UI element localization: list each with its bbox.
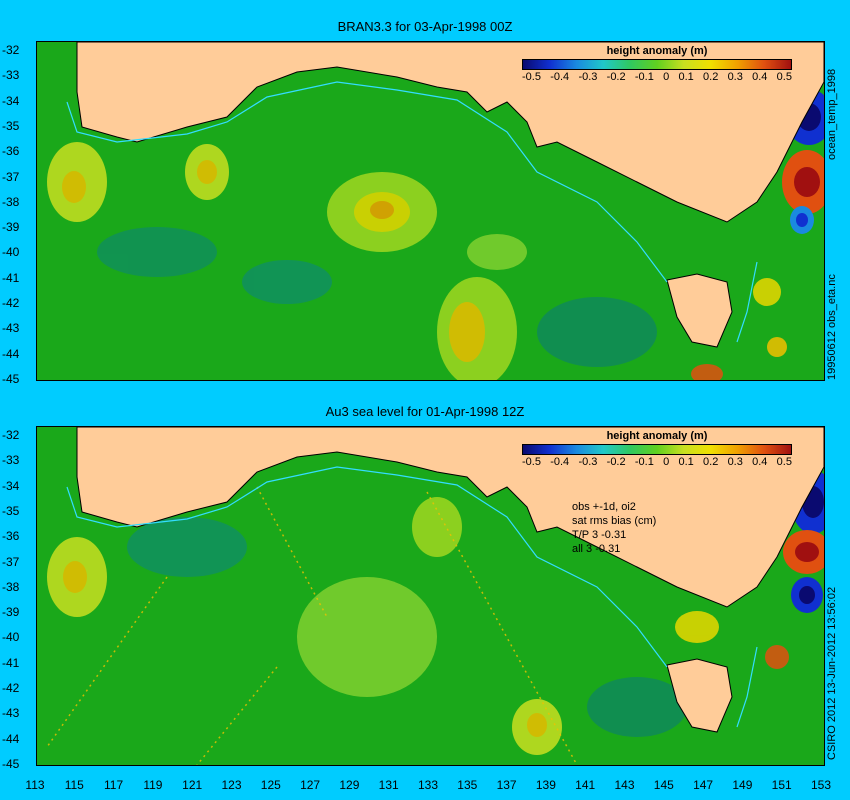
x-tick-label: 121 bbox=[182, 778, 203, 792]
y-tick-label: -34 bbox=[2, 478, 20, 493]
colorbar-label: -0.1 bbox=[634, 456, 654, 468]
x-tick-label: 135 bbox=[457, 778, 478, 792]
x-tick-label: 153 bbox=[810, 778, 832, 792]
colorbar-labels: -0.5 -0.4 -0.3 -0.2 -0.1 0 0.1 0.2 0.3 0… bbox=[522, 71, 792, 83]
y-tick-label: -43 bbox=[2, 321, 20, 336]
x-tick-label: 113 bbox=[25, 778, 45, 792]
colorbar-label: -0.5 bbox=[522, 71, 541, 83]
colorbar-labels: -0.5 -0.4 -0.3 -0.2 -0.1 0 0.1 0.2 0.3 0… bbox=[522, 456, 792, 468]
y-tick-label: -36 bbox=[2, 529, 20, 544]
x-tick-label: 117 bbox=[104, 778, 124, 792]
colorbar-label: -0.4 bbox=[550, 456, 570, 468]
x-tick-label: 145 bbox=[653, 778, 674, 792]
colorbar-label: -0.5 bbox=[522, 456, 541, 468]
x-tick-label: 131 bbox=[378, 778, 399, 792]
colorbar-label: 0.2 bbox=[703, 456, 719, 468]
y-tick-label: -42 bbox=[2, 296, 20, 310]
y-tick-label: -32 bbox=[2, 43, 20, 57]
colorbar-label: 0.2 bbox=[703, 71, 719, 83]
colorbar-label: 0.1 bbox=[678, 71, 694, 83]
y-tick-label: -37 bbox=[2, 554, 20, 569]
x-tick-label: 139 bbox=[535, 778, 556, 792]
colorbar-panel-2: height anomaly (m) -0.5 -0.4 -0.3 -0.2 -… bbox=[522, 430, 792, 468]
colorbar-label: -0.4 bbox=[550, 71, 570, 83]
y-tick-label: -40 bbox=[2, 630, 20, 645]
map-panel-au3 bbox=[36, 426, 825, 766]
x-tick-label: 129 bbox=[339, 778, 360, 792]
colorbar-label: 0.3 bbox=[727, 71, 743, 83]
y-tick-label: -36 bbox=[2, 144, 20, 159]
sea-level-map-bran bbox=[37, 42, 824, 380]
x-tick-label: 133 bbox=[417, 778, 439, 792]
colorbar-label: -0.3 bbox=[578, 71, 598, 83]
y-tick-label: -43 bbox=[2, 706, 20, 721]
y-tick-label: -34 bbox=[2, 93, 20, 108]
y-tick-label: -44 bbox=[2, 346, 20, 361]
x-tick-label: 119 bbox=[143, 778, 163, 792]
y-tick-label: -37 bbox=[2, 169, 20, 184]
y-tick-label: -35 bbox=[2, 503, 20, 518]
x-tick-label: 115 bbox=[64, 778, 84, 792]
y-tick-label: -32 bbox=[2, 428, 20, 442]
y-tick-label: -45 bbox=[2, 371, 20, 386]
colorbar-label: -0.1 bbox=[634, 71, 654, 83]
y-tick-label: -42 bbox=[2, 681, 20, 695]
colorbar-label: 0.4 bbox=[752, 71, 768, 83]
side-label-obs-file: 19950612 obs_eta.nc bbox=[826, 274, 838, 380]
colorbar-label: 0 bbox=[663, 456, 670, 468]
x-tick-label: 125 bbox=[260, 778, 281, 792]
x-tick-label: 137 bbox=[496, 778, 517, 792]
colorbar-gradient bbox=[522, 444, 792, 455]
y-tick-label: -38 bbox=[2, 579, 20, 594]
y-tick-label: -45 bbox=[2, 756, 20, 771]
sea-level-map-au3 bbox=[37, 427, 824, 765]
x-tick-label: 151 bbox=[771, 778, 792, 792]
x-tick-label: 123 bbox=[221, 778, 242, 792]
x-tick-label: 147 bbox=[693, 778, 714, 792]
colorbar-label: -0.2 bbox=[606, 71, 626, 83]
colorbar-label: 0.1 bbox=[678, 456, 694, 468]
x-tick-label: 149 bbox=[732, 778, 753, 792]
stats-annotation: obs +-1d, oi2 sat rms bias (cm) T/P 3 -0… bbox=[572, 500, 656, 556]
y-tick-label: -38 bbox=[2, 194, 20, 209]
colorbar-panel-1: height anomaly (m) -0.5 -0.4 -0.3 -0.2 -… bbox=[522, 45, 792, 83]
panel-1-title: BRAN3.3 for 03-Apr-1998 00Z bbox=[337, 19, 513, 34]
colorbar-label: 0.4 bbox=[752, 456, 768, 468]
y-tick-label: -39 bbox=[2, 220, 20, 235]
x-tick-label: 141 bbox=[575, 778, 596, 792]
colorbar-label: 0 bbox=[663, 71, 670, 83]
panel-2-title: Au3 sea level for 01-Apr-1998 12Z bbox=[325, 404, 525, 419]
colorbar-label: -0.2 bbox=[606, 456, 626, 468]
y-tick-label: -44 bbox=[2, 731, 20, 746]
x-tick-label: 127 bbox=[300, 778, 321, 792]
colorbar-title: height anomaly (m) bbox=[606, 430, 708, 442]
map-panel-bran bbox=[36, 41, 825, 381]
stats-line: T/P 3 -0.31 bbox=[572, 529, 627, 541]
colorbar-label: 0.5 bbox=[776, 456, 792, 468]
y-tick-label: -33 bbox=[2, 453, 20, 468]
stats-line: obs +-1d, oi2 bbox=[572, 501, 636, 513]
colorbar-gradient bbox=[522, 59, 792, 70]
side-label-ocean-temp: ocean_temp_1998 bbox=[826, 68, 838, 160]
colorbar-label: 0.5 bbox=[776, 71, 792, 83]
y-tick-label: -41 bbox=[2, 655, 20, 670]
y-tick-label: -40 bbox=[2, 245, 20, 260]
y-tick-label: -39 bbox=[2, 605, 20, 620]
colorbar-title: height anomaly (m) bbox=[606, 45, 708, 57]
colorbar-label: -0.3 bbox=[578, 456, 598, 468]
colorbar-label: 0.3 bbox=[727, 456, 743, 468]
y-tick-label: -33 bbox=[2, 68, 20, 83]
y-tick-label: -41 bbox=[2, 270, 20, 285]
x-tick-label: 143 bbox=[614, 778, 635, 792]
side-label-credit: CSIRO 2012 13-Jun-2012 13:56:02 bbox=[826, 586, 838, 760]
y-tick-label: -35 bbox=[2, 118, 20, 133]
stats-line: sat rms bias (cm) bbox=[572, 515, 657, 527]
stats-line: all 3 -0.31 bbox=[572, 543, 621, 555]
